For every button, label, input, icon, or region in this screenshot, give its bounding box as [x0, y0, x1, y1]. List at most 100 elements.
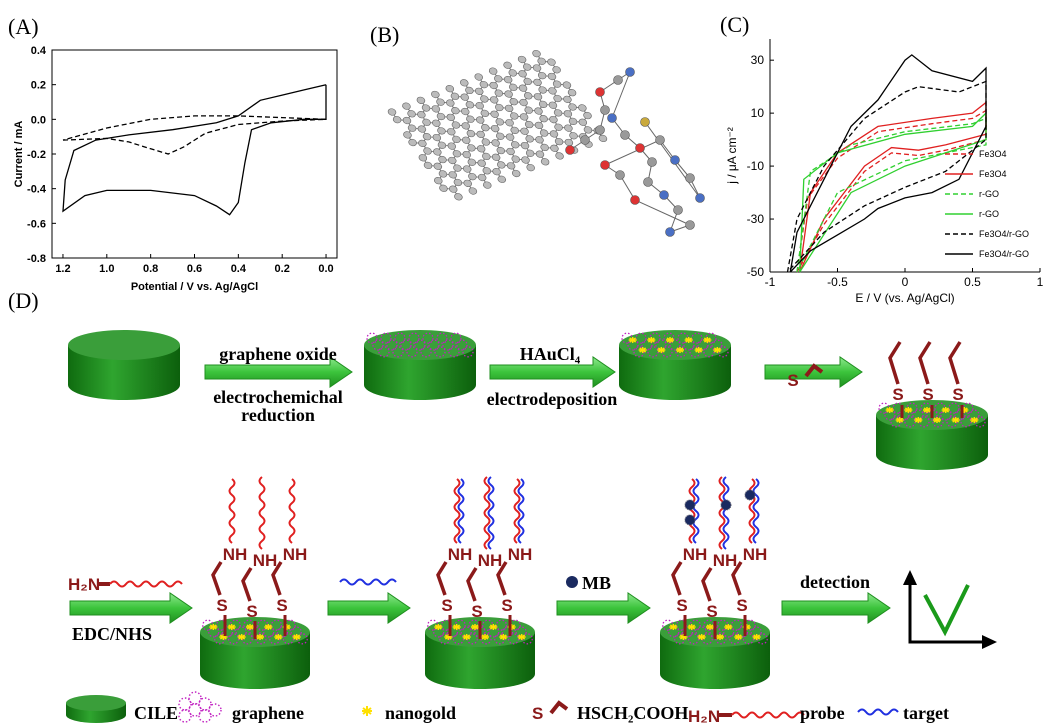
x-axis-label: E / V (vs. Ag/AgCl): [855, 291, 954, 305]
carbon-atom: [474, 87, 485, 96]
atom: [601, 161, 610, 170]
label: HAuCl₄: [520, 344, 581, 364]
carbon-atom: [430, 104, 441, 113]
graphene-ring: [209, 704, 221, 716]
label: CILE: [134, 703, 178, 723]
atom: [641, 118, 650, 127]
cylinder-bottom: [425, 659, 535, 689]
x-tick-label: 0.8: [143, 263, 158, 275]
atom: [596, 88, 605, 97]
label: nanogold: [385, 703, 456, 723]
label: S: [441, 596, 452, 615]
strand: [260, 477, 265, 549]
carbon-atom: [387, 108, 398, 117]
y-tick-label: -10: [747, 159, 765, 173]
label: S: [532, 704, 543, 723]
carbon-atom: [491, 167, 502, 176]
carbon-atom: [531, 49, 542, 58]
label: S: [706, 602, 717, 621]
carbon-atom: [532, 64, 543, 73]
carbon-atom: [448, 185, 459, 194]
cv-curve: [63, 85, 326, 215]
carbon-atom: [447, 156, 458, 165]
label: graphene: [232, 703, 304, 723]
legend-label: r-GO: [979, 189, 999, 199]
carbon-atom: [417, 139, 428, 148]
carbon-atom: [553, 108, 564, 117]
y-tick-label: 0.2: [31, 80, 46, 92]
atom: [696, 194, 705, 203]
carbon-atom: [577, 118, 588, 127]
label: target: [903, 703, 949, 723]
carbon-atom: [533, 92, 544, 101]
carbon-atom: [437, 141, 448, 150]
graphene-ring: [189, 692, 201, 704]
carbon-atom: [535, 150, 546, 159]
carbon-atom: [506, 161, 517, 170]
carbon-atom: [446, 142, 457, 151]
graphene-ring: [179, 710, 191, 722]
carbon-atom: [517, 55, 528, 64]
carbon-atom: [547, 86, 558, 95]
atom: [608, 114, 617, 123]
carbon-atom: [503, 90, 514, 99]
carbon-atom: [509, 112, 520, 121]
arrow: [328, 593, 410, 623]
carbon-atom: [510, 140, 521, 149]
carbon-atom: [519, 112, 530, 121]
carbon-atom: [460, 121, 471, 130]
carbon-atom: [504, 118, 515, 127]
carbon-atom: [401, 102, 412, 111]
legend-label: Fe3O4: [979, 149, 1007, 159]
linker: [438, 562, 446, 595]
carbon-atom: [433, 176, 444, 185]
legend-label: r-GO: [979, 209, 999, 219]
carbon-atom: [461, 136, 472, 145]
carbon-atom: [548, 101, 559, 110]
label: S: [501, 596, 512, 615]
carbon-atom: [496, 175, 507, 184]
carbon-atom: [402, 116, 413, 125]
legend-label: Fe3O4/r-GO: [979, 249, 1029, 259]
atom: [581, 136, 590, 145]
plot-frame: [52, 50, 337, 258]
carbon-atom: [489, 110, 500, 119]
carbon-atom: [477, 173, 488, 182]
carbon-atom: [523, 91, 534, 100]
carbon-atom: [539, 129, 550, 138]
atom: [671, 156, 680, 165]
carbon-atom: [416, 96, 427, 105]
linker: [673, 562, 681, 595]
strand: [732, 713, 804, 718]
mb-label: [685, 515, 695, 525]
label: NH: [478, 551, 503, 570]
carbon-atom: [480, 138, 491, 147]
panel-label: (A): [8, 14, 39, 39]
atom: [601, 106, 610, 115]
graphene-molecule: [387, 46, 705, 236]
carbon-atom: [583, 125, 594, 134]
scheme: graphene oxideelectrochemichalreductionH…: [66, 330, 997, 726]
label: H₂N: [68, 575, 100, 594]
carbon-atom: [407, 138, 418, 147]
carbon-atom: [525, 163, 536, 172]
carbon-atom: [481, 152, 492, 161]
label: NH: [283, 545, 308, 564]
carbon-atom: [406, 109, 417, 118]
carbon-atom: [451, 135, 462, 144]
panel-label: (D): [8, 288, 39, 313]
label: reduction: [241, 405, 315, 425]
label: H₂N: [688, 707, 720, 726]
carbon-atom: [524, 120, 535, 129]
linker: [890, 342, 900, 384]
atom: [626, 68, 635, 77]
carbon-atom: [553, 123, 564, 132]
carbon-atom: [598, 134, 609, 143]
carbon-atom: [450, 106, 461, 115]
linker: [468, 568, 476, 601]
carbon-atom: [491, 153, 502, 162]
carbon-atom: [525, 149, 536, 158]
x-tick-label: 1: [1037, 275, 1044, 289]
carbon-atom: [445, 99, 456, 108]
x-tick-label: 0: [902, 275, 909, 289]
